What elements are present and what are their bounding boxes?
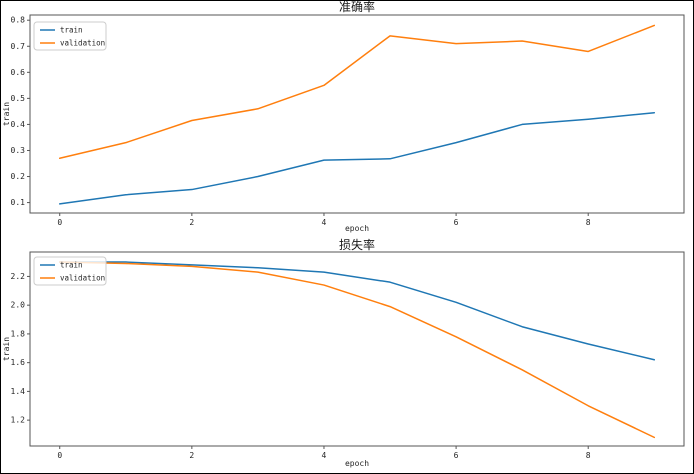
- y-tick-label: 0.6: [11, 68, 26, 77]
- x-tick-label: 8: [586, 451, 591, 460]
- y-tick-label: 0.2: [11, 172, 26, 181]
- series-line-train: [58, 261, 656, 361]
- x-tick-label: 8: [586, 218, 591, 227]
- chart-title: 准确率: [339, 1, 375, 14]
- x-axis-label: epoch: [345, 224, 369, 233]
- y-tick-label: 0.8: [11, 16, 26, 25]
- x-tick-label: 0: [57, 451, 62, 460]
- y-axis-label: train: [2, 337, 11, 361]
- plot-area: [29, 251, 685, 447]
- legend-item-label: validation: [60, 39, 105, 48]
- y-tick-label: 0.7: [11, 42, 26, 51]
- series-line-validation: [58, 261, 656, 439]
- y-tick-label: 2.0: [11, 301, 26, 310]
- x-tick-label: 2: [189, 451, 194, 460]
- y-tick-label: 0.5: [11, 94, 26, 103]
- chart-title: 损失率: [339, 237, 375, 252]
- x-tick-label: 6: [454, 451, 459, 460]
- x-tick-label: 4: [322, 218, 327, 227]
- plot-area: [29, 14, 685, 214]
- y-tick-label: 0.4: [11, 120, 26, 129]
- legend-item-label: validation: [60, 274, 105, 283]
- x-tick-label: 6: [454, 218, 459, 227]
- loss-chart: 0 2 4 6 8 1.2 1.4 1.6 1.8 2.0 2.2 train validation 损失…: [2, 237, 685, 468]
- x-tick-label: 0: [57, 218, 62, 227]
- y-axis-label: train: [2, 102, 11, 126]
- y-tick-label: 2.2: [11, 272, 26, 281]
- y-tick-label: 1.4: [11, 387, 26, 396]
- y-tick-label: 1.2: [11, 416, 26, 425]
- x-axis-label: epoch: [345, 459, 369, 468]
- legend-item-label: train: [60, 261, 83, 270]
- y-tick-label: 1.8: [11, 329, 26, 338]
- legend-item-label: train: [60, 26, 83, 35]
- x-tick-label: 2: [189, 218, 194, 227]
- series-line-validation: [58, 24, 656, 160]
- y-tick-label: 0.1: [11, 198, 26, 207]
- x-tick-label: 4: [322, 451, 327, 460]
- accuracy-chart: 0 2 4 6 8 0.1 0.2 0.3 0.4 0.5 0.6 0.7 0.8 train valida…: [2, 1, 685, 233]
- y-tick-label: 1.6: [11, 358, 26, 367]
- series-line-train: [58, 111, 656, 205]
- y-tick-label: 0.3: [11, 146, 26, 155]
